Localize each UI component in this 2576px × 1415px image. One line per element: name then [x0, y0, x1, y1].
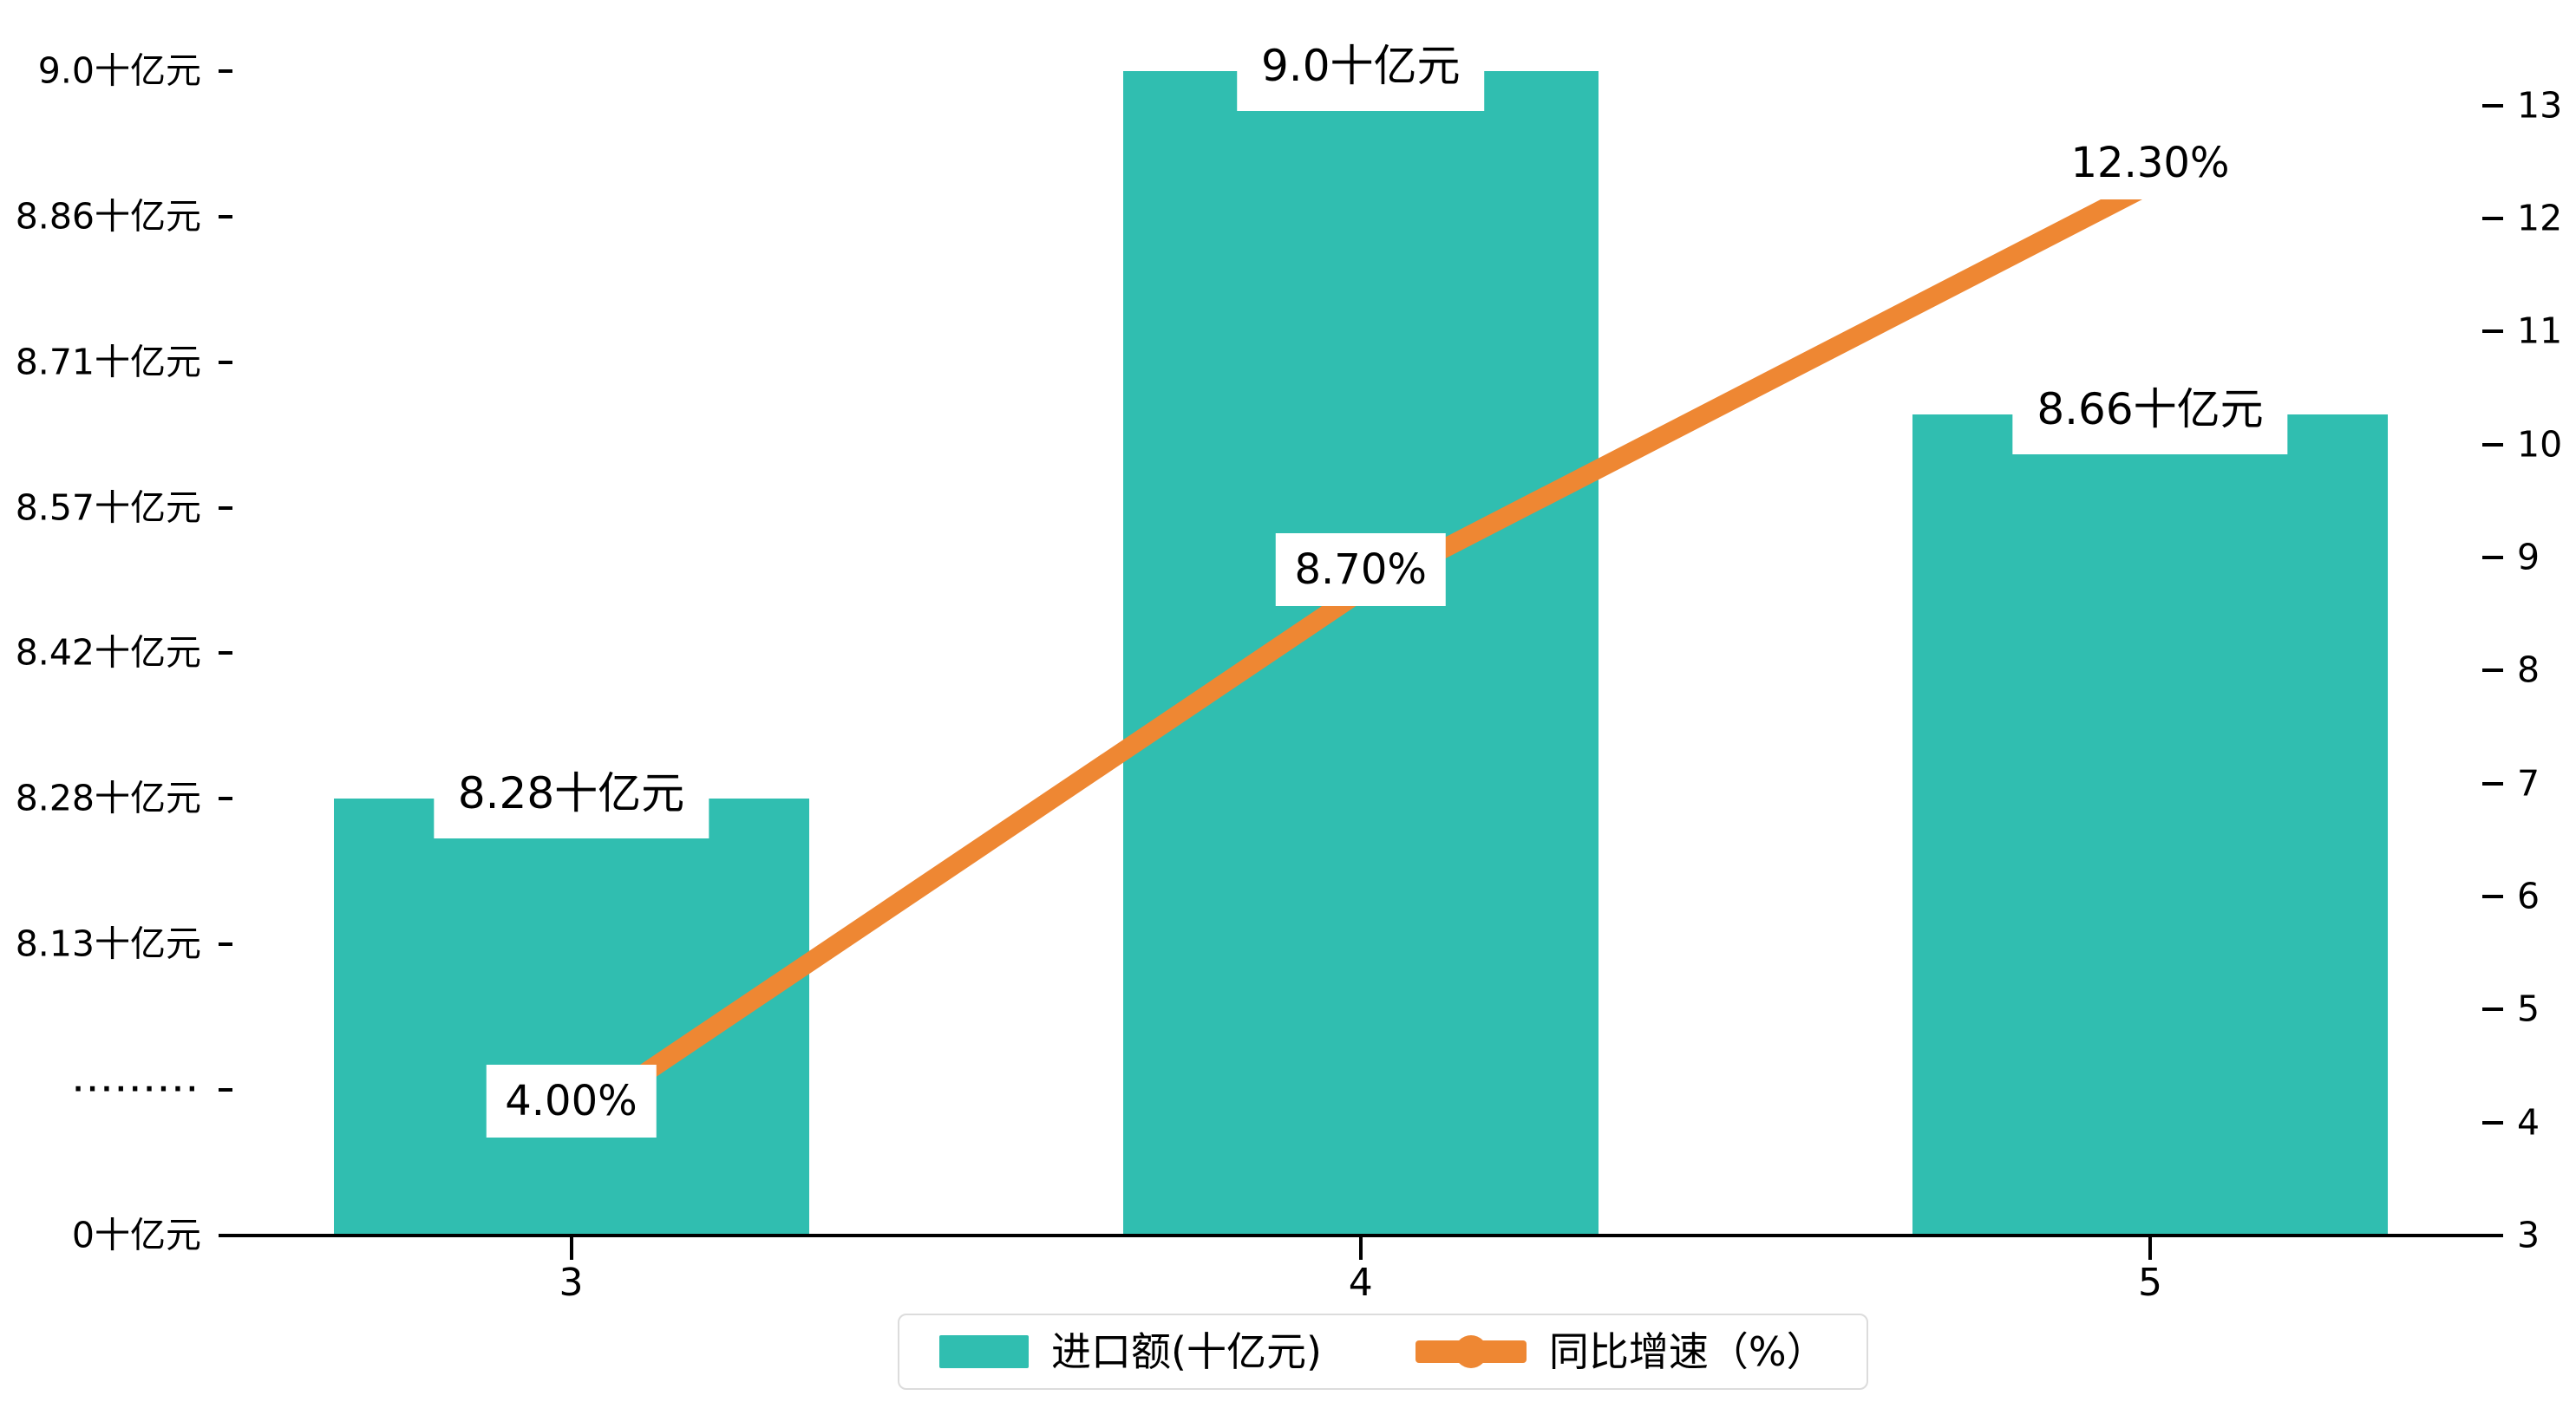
- right-axis-tick-label: 12: [2517, 197, 2563, 239]
- left-axis-tick-label: 8.57十亿元: [15, 486, 201, 528]
- x-axis-tick-label: 4: [1348, 1261, 1373, 1305]
- right-axis-tick: [2482, 895, 2503, 899]
- left-axis-tick: [219, 651, 232, 655]
- right-axis-tick: [2482, 217, 2503, 221]
- bar: [1912, 414, 2388, 1236]
- legend: 进口额(十亿元) 同比增速（%）: [898, 1314, 1868, 1390]
- x-axis-tick: [1358, 1236, 1363, 1260]
- right-axis-tick: [2482, 442, 2503, 447]
- x-axis-tick-label: 5: [2138, 1261, 2162, 1305]
- right-axis-tick-label: 3: [2517, 1214, 2540, 1256]
- left-axis-tick-label: 8.28十亿元: [15, 777, 201, 819]
- line-data-label: 12.30%: [2051, 127, 2249, 200]
- left-axis-tick-label: 8.71十亿元: [15, 341, 201, 383]
- right-axis-tick-label: 13: [2517, 84, 2563, 127]
- right-axis-tick: [2482, 781, 2503, 786]
- bar-data-label: 8.66十亿元: [2012, 356, 2288, 454]
- left-axis-tick: [219, 1088, 232, 1092]
- bar-series-swatch-icon: [939, 1335, 1029, 1368]
- right-axis-tick-label: 9: [2517, 536, 2540, 578]
- left-axis-tick: [219, 505, 232, 510]
- right-axis-tick-label: 6: [2517, 875, 2540, 917]
- x-axis-tick: [569, 1236, 573, 1260]
- right-axis-tick-label: 8: [2517, 649, 2540, 691]
- right-axis-tick: [2482, 556, 2503, 560]
- x-axis-tick-label: 3: [559, 1261, 584, 1305]
- right-axis-tick-label: 10: [2517, 423, 2563, 466]
- right-axis-tick: [2482, 103, 2503, 108]
- legend-item-yoy-growth[interactable]: 同比增速（%）: [1415, 1332, 1827, 1372]
- right-axis-tick: [2482, 329, 2503, 334]
- right-axis-tick-label: 11: [2517, 310, 2563, 352]
- legend-item-import-amount[interactable]: 进口额(十亿元): [939, 1332, 1322, 1372]
- left-axis-tick-label: ·········: [73, 1074, 201, 1105]
- bar-data-label: 9.0十亿元: [1236, 13, 1485, 111]
- left-axis-tick: [219, 68, 232, 73]
- legend-label-yoy-growth: 同比增速（%）: [1548, 1328, 1827, 1375]
- right-axis-tick-label: 5: [2517, 988, 2540, 1030]
- left-axis-tick-label: 0十亿元: [71, 1214, 201, 1256]
- left-axis-tick: [219, 214, 232, 218]
- right-axis-tick: [2482, 1120, 2503, 1125]
- left-axis-tick: [219, 360, 232, 364]
- bar: [1122, 70, 1599, 1236]
- bar-data-label: 8.28十亿元: [433, 741, 709, 839]
- left-axis-tick: [219, 942, 232, 947]
- right-axis-tick-label: 7: [2517, 762, 2540, 805]
- left-axis-tick: [219, 797, 232, 801]
- left-axis-tick-label: 8.13十亿元: [15, 923, 201, 965]
- legend-label-import-amount: 进口额(十亿元): [1051, 1328, 1322, 1375]
- line-series-marker-icon: [1415, 1333, 1527, 1371]
- line-data-label: 4.00%: [486, 1064, 657, 1138]
- right-axis-tick: [2482, 1007, 2503, 1012]
- left-axis-tick-label: 8.42十亿元: [15, 631, 201, 674]
- x-axis-tick: [2148, 1236, 2152, 1260]
- line-data-label: 8.70%: [1275, 533, 1446, 607]
- left-axis-tick-label: 9.0十亿元: [37, 49, 201, 92]
- left-axis-tick-label: 8.86十亿元: [15, 195, 201, 238]
- right-axis-tick-label: 4: [2517, 1101, 2540, 1144]
- right-axis-tick: [2482, 668, 2503, 673]
